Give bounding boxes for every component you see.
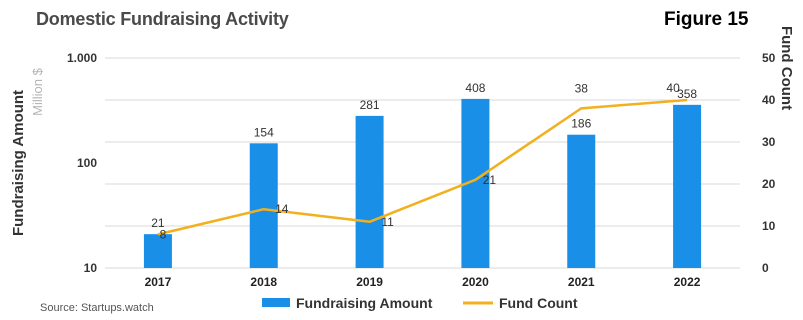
legend-swatch-bar (262, 298, 290, 307)
right-tick-label: 30 (762, 135, 776, 149)
line-data-label: 8 (160, 227, 167, 241)
line-data-label: 38 (575, 81, 589, 95)
bar-2018 (249, 143, 278, 268)
bar-data-label: 186 (571, 117, 591, 131)
line-series (157, 98, 688, 236)
data-labels: 21 154 281 408 186 358 8 14 11 21 38 40 (151, 81, 697, 242)
bar-2017 (143, 234, 172, 268)
line-data-label: 14 (275, 202, 289, 216)
right-tick-label: 20 (762, 177, 776, 191)
source-note: Source: Startups.watch (40, 302, 154, 314)
gridlines (105, 57, 740, 269)
left-tick-label: 10 (84, 261, 98, 275)
legend: Fundraising Amount Fund Count (262, 295, 578, 311)
bar-2019 (355, 115, 384, 268)
bar-data-label: 281 (360, 98, 380, 112)
line-data-label: 11 (381, 215, 394, 229)
bar-data-label: 21 (151, 216, 165, 230)
right-tick-label: 10 (762, 219, 776, 233)
fund-count-line (157, 98, 688, 236)
figure-label: Figure 15 (664, 9, 749, 30)
left-tick-label: 100 (77, 156, 97, 170)
bar-data-label: 154 (254, 125, 274, 139)
x-tick-label: 2018 (250, 275, 277, 289)
bar-data-label: 408 (465, 81, 485, 95)
legend-label-fundraising: Fundraising Amount (296, 295, 433, 311)
right-tick-label: 0 (762, 261, 769, 275)
line-data-label: 21 (483, 173, 497, 187)
x-tick-label: 2017 (145, 275, 172, 289)
right-tick-label: 40 (762, 93, 776, 107)
right-tick-label: 50 (762, 51, 776, 65)
bar-2022 (673, 104, 702, 268)
x-tick-label: 2021 (568, 275, 595, 289)
bar-data-label: 358 (677, 87, 697, 101)
chart-title: Domestic Fundraising Activity (36, 9, 289, 29)
right-axis-title: Fund Count (778, 26, 795, 110)
left-axis-unit: Million $ (30, 67, 45, 115)
bar-series (143, 98, 702, 269)
left-axis-title: Fundraising Amount (10, 90, 27, 236)
x-tick-label: 2020 (462, 275, 489, 289)
left-tick-label: 1.000 (67, 51, 97, 65)
line-data-label: 40 (666, 81, 680, 95)
x-tick-label: 2019 (356, 275, 383, 289)
bar-2021 (567, 134, 596, 268)
legend-label-fund-count: Fund Count (499, 295, 578, 311)
x-tick-label: 2022 (674, 275, 701, 289)
